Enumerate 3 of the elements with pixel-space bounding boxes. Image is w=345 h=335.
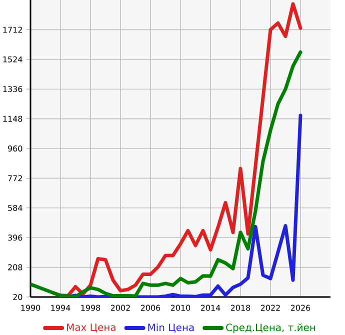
legend-label: Сред.Цена, т.йен [226, 323, 316, 334]
legend-label: Max Цена [67, 324, 116, 332]
legend-label: Min Цена [148, 323, 194, 333]
